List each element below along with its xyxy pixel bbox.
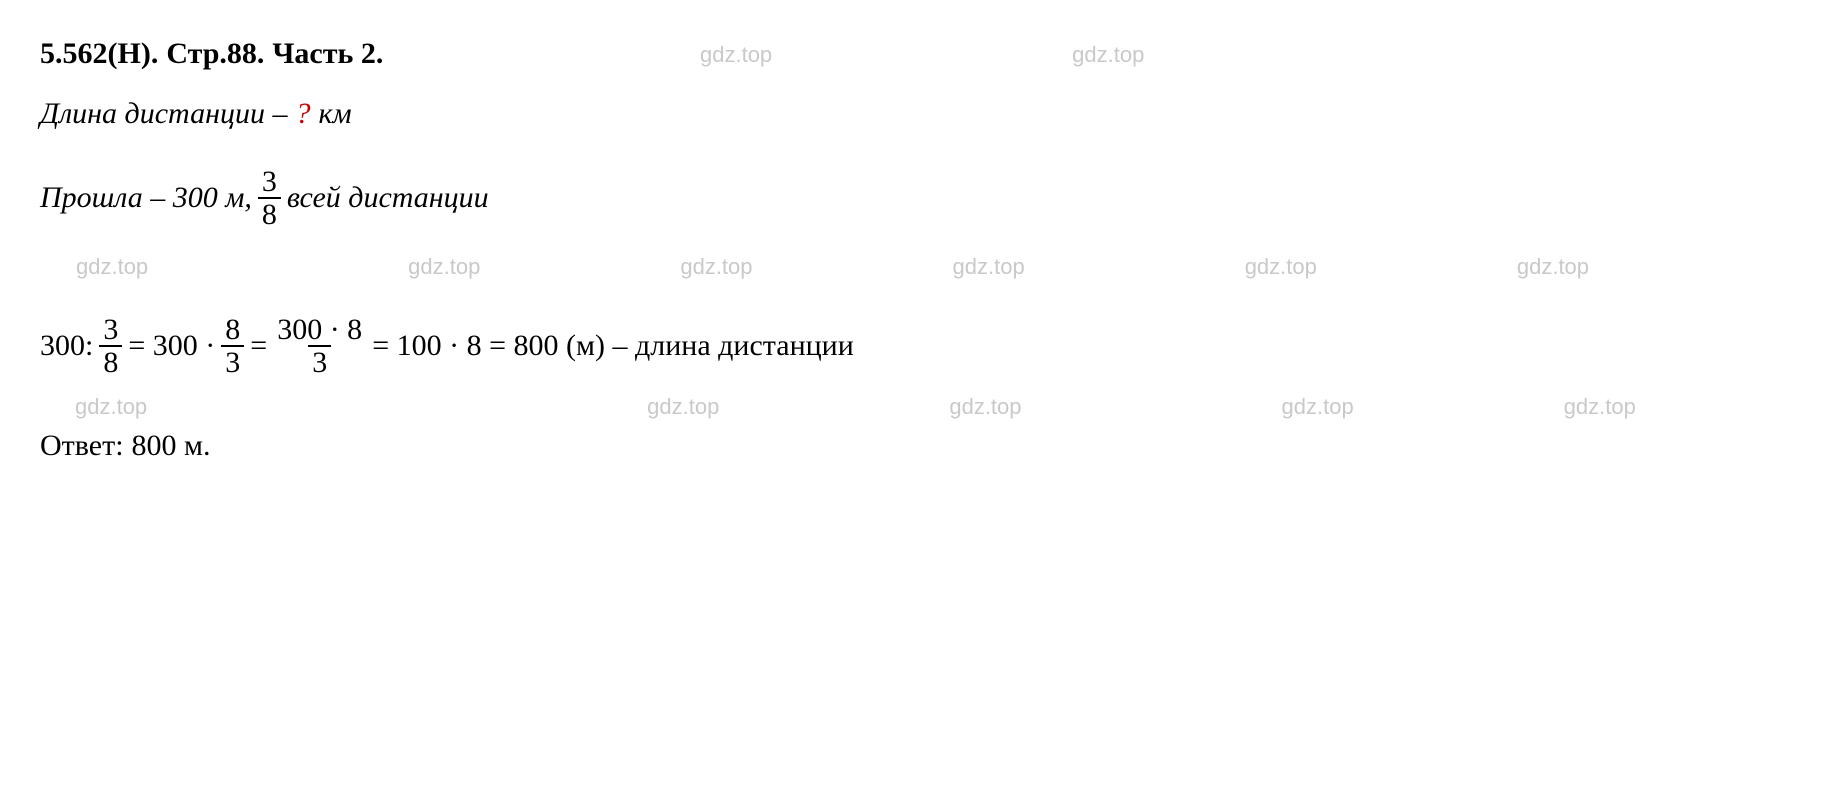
watermark-text: gdz.top: [1564, 394, 1636, 420]
equation-text: =: [250, 329, 267, 363]
watermark-text: gdz.top: [1245, 254, 1317, 280]
fraction-numerator: 8: [221, 314, 244, 346]
watermark-text: gdz.top: [76, 254, 148, 280]
answer-text: 800 м.: [132, 429, 211, 463]
fraction-denominator: 3: [221, 345, 244, 379]
watermark-text: gdz.top: [75, 394, 147, 420]
question-mark: ?: [295, 97, 310, 131]
fraction-denominator: 3: [308, 345, 331, 379]
given-line-2: Прошла – 300 м, 3 8 всей дистанции: [40, 162, 1782, 234]
fraction: 8 3: [221, 314, 244, 379]
watermark-text: gdz.top: [953, 254, 1025, 280]
solution-line: 300: 3 8 = 300 · 8 3 = 300 · 8 3 = 100 ·…: [40, 310, 1782, 382]
fraction: 3 8: [99, 314, 122, 379]
watermark-text: gdz.top: [680, 254, 752, 280]
given-line-1: Длина дистанции – ? км: [40, 90, 1782, 138]
equation-text: 300:: [40, 329, 93, 363]
fraction-denominator: 8: [258, 197, 281, 231]
equation-text: = 300 ·: [128, 329, 215, 363]
watermark-row: gdz.top gdz.top gdz.top gdz.top gdz.top: [40, 394, 1782, 420]
watermark-text: gdz.top: [700, 42, 772, 68]
answer-line: Ответ: 800 м.: [40, 422, 1782, 470]
answer-label: Ответ:: [40, 429, 124, 463]
given-text: Прошла – 300 м,: [40, 181, 252, 215]
watermark-text: gdz.top: [1072, 42, 1144, 68]
fraction-numerator: 3: [258, 166, 281, 198]
fraction: 3 8: [258, 166, 281, 231]
watermark-text: gdz.top: [949, 394, 1021, 420]
watermark-row: gdz.top gdz.top: [40, 42, 1782, 68]
fraction-numerator: 3: [99, 314, 122, 346]
fraction-numerator: 300 · 8: [273, 314, 366, 346]
watermark-row: gdz.top gdz.top gdz.top gdz.top gdz.top …: [40, 254, 1782, 280]
given-text: км: [318, 97, 351, 131]
given-text: Длина дистанции –: [40, 97, 287, 131]
watermark-text: gdz.top: [408, 254, 480, 280]
equation-text: = 100 · 8 = 800 (м) – длина дистанции: [372, 329, 854, 363]
fraction-denominator: 8: [99, 345, 122, 379]
watermark-text: gdz.top: [1282, 394, 1354, 420]
given-text: всей дистанции: [287, 181, 489, 215]
fraction: 300 · 8 3: [273, 314, 366, 379]
watermark-text: gdz.top: [1517, 254, 1589, 280]
watermark-text: gdz.top: [647, 394, 719, 420]
